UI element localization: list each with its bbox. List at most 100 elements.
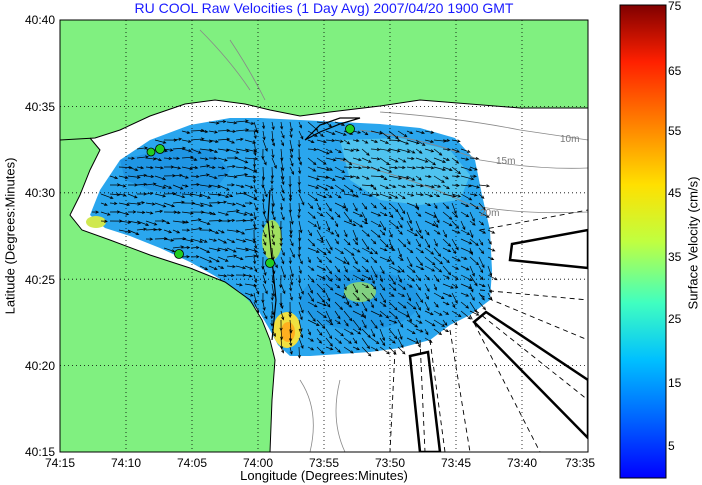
velocity-arrow [325,229,335,235]
velocity-arrow [325,166,334,171]
velocity-arrow [190,148,202,154]
velocity-arrow [127,193,138,199]
velocity-arrow [469,220,476,226]
velocity-arrow [235,238,247,243]
velocity-arrow [325,175,336,181]
velocity-arrow [217,193,230,198]
velocity-arrow [253,130,257,140]
velocity-arrow [334,220,339,228]
radar-stations [146,124,355,268]
velocity-arrow [397,274,402,283]
colorbar-tick-label: 45 [668,186,682,200]
velocity-arrow [253,238,258,250]
velocity-arrow [433,256,444,265]
velocity-arrow [100,202,108,206]
velocity-arrow [415,139,426,146]
velocity-arrow [361,319,367,329]
radar-boxes [408,228,588,452]
velocity-arrow [208,165,216,170]
coastline-west [69,137,276,452]
velocity-arrow [280,130,285,139]
velocity-arrow [343,319,349,327]
velocity-arrow [208,211,217,216]
velocity-arrow [487,229,496,234]
velocity-arrow [325,328,333,340]
velocity-arrow [325,283,334,291]
velocity-arrow [226,247,237,253]
velocity-arrow [469,274,478,287]
velocity-arrow [370,193,380,197]
velocity-arrow [469,265,475,277]
velocity-arrow [280,157,285,172]
velocity-arrow [469,166,478,171]
velocity-arrow [334,346,341,353]
velocity-arrow [280,247,285,257]
velocity-arrow [109,193,121,197]
velocity-arrow [298,319,303,332]
velocity-arrow [442,247,452,253]
velocity-arrow [433,328,443,336]
velocity-arrow [388,166,399,170]
velocity-arrow [379,301,387,307]
velocity-arrow [181,211,194,215]
velocity-arrow [424,283,430,293]
velocity-hotspot-west [86,216,106,228]
velocity-arrow [460,229,471,235]
velocity-arrow [451,211,459,218]
velocity-arrow [199,164,211,168]
velocity-arrow [370,328,376,338]
grid-lines [60,20,588,452]
velocity-arrow [208,121,220,125]
velocity-arrow [181,192,194,197]
velocity-arrow [352,175,361,179]
velocity-arrow [397,301,407,309]
velocity-arrow [406,283,413,288]
velocity-arrow [298,301,304,314]
velocity-arrow [451,247,457,255]
velocity-arrow [154,157,162,162]
velocity-arrow [460,211,470,218]
velocity-arrow [244,218,255,222]
radar-station-2 [146,147,156,157]
velocity-arrow [253,274,258,284]
velocity-arrow [361,165,371,170]
velocity-arrow [244,254,258,258]
velocity-arrow [136,210,146,215]
velocity-arrow [343,202,348,212]
velocity-arrow [271,238,275,246]
velocity-arrow [262,157,267,166]
velocity-arrow [289,130,293,139]
velocity-arrow [460,175,475,181]
velocity-arrow [415,175,422,181]
velocity-arrow [379,292,386,304]
velocity-arrow [406,211,412,225]
velocity-arrow [226,273,235,278]
velocity-arrow [478,274,484,281]
velocity-arrow [352,238,359,246]
velocity-arrow [136,182,148,186]
velocity-arrow [406,184,415,188]
velocity-arrow [190,137,205,141]
velocity-arrow [279,328,284,341]
velocity-arrow [325,157,337,162]
velocity-arrow [379,283,386,291]
velocity-arrow [334,328,344,337]
velocity-arrow [163,202,176,208]
velocity-arrow [262,130,266,141]
velocity-arrow [379,247,388,252]
velocity-arrow [298,193,305,206]
velocity-arrow [280,301,284,310]
velocity-arrow [307,238,316,247]
velocity-arrow [325,138,336,143]
velocity-arrow [199,265,209,270]
velocity-arrow [262,283,268,295]
velocity-arrow [379,328,386,342]
velocity-arrow [118,193,127,197]
velocity-arrow [460,265,470,271]
velocity-arrow [415,328,424,333]
velocity-arrow [280,166,285,180]
velocity-arrow [424,174,432,179]
velocity-arrow [451,265,460,270]
velocity-arrow [406,175,416,181]
velocity-arrow [316,274,326,280]
